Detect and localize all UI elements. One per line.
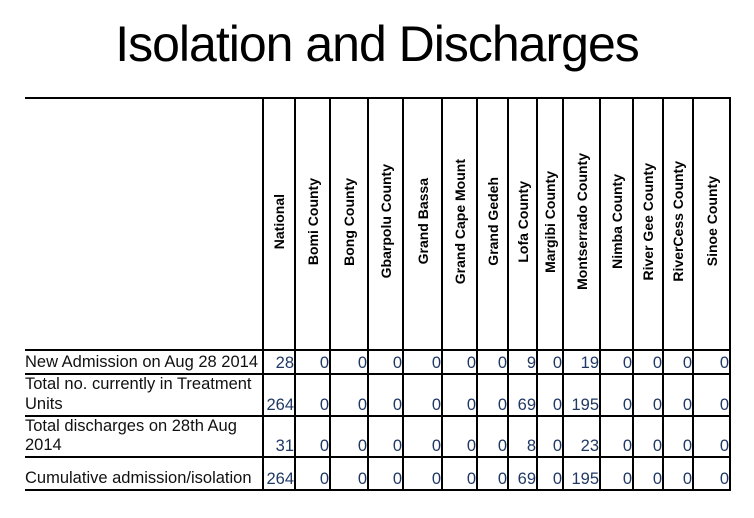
value-cell: 195: [562, 373, 601, 417]
column-header: Nimba County: [599, 97, 634, 351]
column-header: Grand Cape Mount: [441, 97, 478, 351]
value-cell: 0: [662, 456, 694, 492]
table-row: Total discharges on 28th Aug 2014 31 0 0 0 0 0…: [25, 414, 731, 459]
value-cell: 0: [402, 414, 443, 459]
value-cell: 69: [507, 373, 538, 417]
column-header: Bong County: [329, 97, 369, 351]
value-cell: 0: [402, 373, 443, 417]
value-cell: 9: [507, 349, 538, 375]
value-cell: 264: [262, 373, 296, 417]
value-cell: 0: [329, 414, 369, 459]
slide-title: Isolation and Discharges: [115, 16, 640, 72]
value-cell: 0: [536, 414, 564, 459]
value-cell: 0: [329, 456, 369, 492]
value-cell: 195: [562, 456, 601, 492]
column-header: Bomi County: [294, 97, 331, 351]
column-header-label: Grand Cape Mount: [451, 158, 468, 285]
column-header-label: RiverCess County: [670, 161, 686, 282]
value-cell: 0: [536, 456, 564, 492]
value-cell: 0: [294, 349, 331, 375]
value-cell: 0: [367, 414, 404, 459]
value-cell: 31: [262, 414, 296, 459]
column-header: Margibi County: [536, 97, 564, 351]
value-cell: 0: [441, 456, 478, 492]
value-cell: 264: [262, 456, 296, 492]
value-cell: 0: [441, 349, 478, 375]
value-cell: 8: [507, 414, 538, 459]
table-row: Total no. currently in Treatment Units 26…: [25, 373, 731, 417]
value-cell: 0: [692, 349, 731, 375]
value-cell: 0: [692, 414, 731, 459]
value-cell: 0: [367, 349, 404, 375]
isolation-discharges-table: National Bomi County Bong County Gbarpolu C…: [25, 97, 731, 492]
column-header-label: Margibi County: [542, 170, 558, 273]
column-header-label: Grand Bassa: [414, 178, 431, 265]
value-cell: 23: [562, 414, 601, 459]
value-cell: 0: [329, 373, 369, 417]
value-cell: 0: [599, 414, 634, 459]
row-label: Cumulative admission/isolation: [25, 456, 264, 492]
value-cell: 0: [294, 373, 331, 417]
value-cell: 0: [599, 349, 634, 375]
table-body: New Admission on Aug 28 2014 28 0 0 0 0 0 0 9 0 19…: [25, 349, 731, 492]
value-cell: 0: [294, 456, 331, 492]
value-cell: 0: [632, 349, 664, 375]
value-cell: 19: [562, 349, 601, 375]
value-cell: 0: [294, 414, 331, 459]
value-cell: 0: [367, 456, 404, 492]
value-cell: 0: [536, 373, 564, 417]
column-header: RiverCess County: [662, 97, 694, 351]
value-cell: 0: [367, 373, 404, 417]
value-cell: 0: [662, 349, 694, 375]
value-cell: 0: [476, 414, 509, 459]
column-header: Grand Bassa: [402, 97, 443, 351]
value-cell: 0: [441, 414, 478, 459]
row-label: Total no. currently in Treatment Units: [25, 373, 264, 417]
value-cell: 0: [632, 414, 664, 459]
value-cell: 0: [476, 373, 509, 417]
value-cell: 0: [441, 373, 478, 417]
column-header-label: Montserrado County: [573, 153, 590, 290]
column-header: River Gee County: [632, 97, 664, 351]
value-cell: 69: [507, 456, 538, 492]
column-header-label: Lofa County: [514, 180, 531, 263]
column-header-label: Sinoe County: [703, 176, 720, 267]
table-row: Cumulative admission/isolation 264 0 0 0 0 0 0 6…: [25, 456, 731, 492]
header-row: National Bomi County Bong County Gbarpolu C…: [25, 97, 731, 351]
corner-cell: [25, 97, 264, 351]
value-cell: 0: [536, 349, 564, 375]
column-header: Sinoe County: [692, 97, 731, 351]
column-header-label: River Gee County: [640, 162, 656, 281]
value-cell: 0: [662, 414, 694, 459]
value-cell: 0: [662, 373, 694, 417]
value-cell: 0: [402, 456, 443, 492]
column-header: Montserrado County: [562, 97, 601, 351]
column-header-label: Grand Gedeh: [484, 177, 501, 266]
column-header-label: Nimba County: [608, 174, 625, 269]
column-header: Lofa County: [507, 97, 538, 351]
row-label: Total discharges on 28th Aug 2014: [25, 414, 264, 459]
value-cell: 0: [476, 456, 509, 492]
column-header-label: Bong County: [341, 177, 357, 266]
value-cell: 28: [262, 349, 296, 375]
row-label: New Admission on Aug 28 2014: [25, 349, 264, 375]
value-cell: 0: [599, 373, 634, 417]
table-row: New Admission on Aug 28 2014 28 0 0 0 0 0 0 9 0 19…: [25, 349, 731, 375]
column-header: Grand Gedeh: [476, 97, 509, 351]
value-cell: 0: [476, 349, 509, 375]
column-header-label: Gbarpolu County: [377, 164, 394, 279]
value-cell: 0: [632, 373, 664, 417]
value-cell: 0: [402, 349, 443, 375]
value-cell: 0: [692, 456, 731, 492]
column-header-label: Bomi County: [304, 177, 321, 266]
value-cell: 0: [632, 456, 664, 492]
column-header-label: National: [271, 193, 287, 250]
value-cell: 0: [329, 349, 369, 375]
column-header: Gbarpolu County: [367, 97, 404, 351]
value-cell: 0: [692, 373, 731, 417]
value-cell: 0: [599, 456, 634, 492]
column-header: National: [262, 97, 296, 351]
